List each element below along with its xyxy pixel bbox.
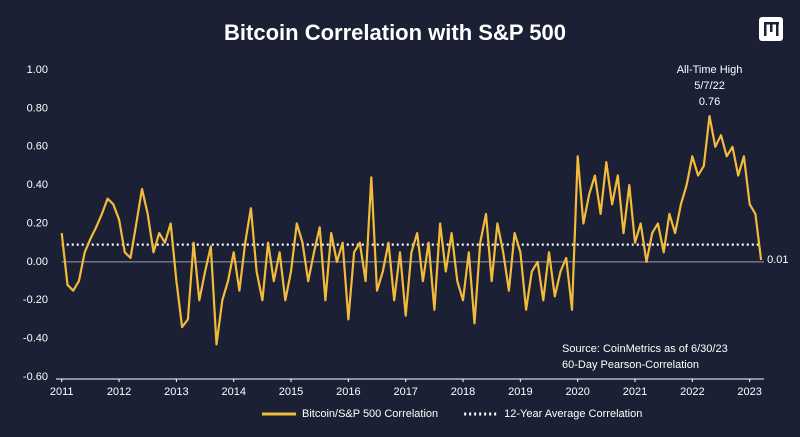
x-tick-label: 2019	[508, 386, 532, 398]
y-tick-label: 0.20	[27, 217, 48, 229]
series-line	[60, 115, 763, 346]
x-tick-label: 2022	[680, 386, 704, 398]
peak-annotation: 5/7/22	[694, 80, 725, 92]
x-tick-label: 2017	[393, 386, 417, 398]
y-tick-label: 0.00	[27, 256, 48, 268]
x-tick-label: 2023	[737, 386, 761, 398]
end-label: 0.01	[767, 254, 788, 266]
x-tick-label: 2016	[336, 386, 360, 398]
x-tick-label: 2020	[565, 386, 589, 398]
y-tick-label: 1.00	[27, 64, 48, 76]
y-tick-label: 0.80	[27, 102, 48, 114]
x-tick-label: 2012	[107, 386, 131, 398]
legend-label: Bitcoin/S&P 500 Correlation	[302, 408, 438, 420]
y-tick-label: -0.20	[23, 294, 48, 306]
chart-title: Bitcoin Correlation with S&P 500	[224, 20, 566, 45]
peak-annotation: 0.76	[699, 96, 720, 108]
y-tick-label: -0.40	[23, 333, 48, 345]
source-note: 60-Day Pearson-Correlation	[562, 359, 699, 371]
x-tick-label: 2021	[623, 386, 647, 398]
peak-annotation: All-Time High	[677, 64, 743, 76]
logo	[759, 17, 783, 41]
source-note: Source: CoinMetrics as of 6/30/23	[562, 343, 728, 355]
x-tick-label: 2015	[279, 386, 303, 398]
x-tick-label: 2014	[221, 386, 245, 398]
y-tick-label: 0.60	[27, 141, 48, 153]
y-tick-label: -0.60	[23, 371, 48, 383]
x-tick-label: 2018	[451, 386, 475, 398]
legend-label: 12-Year Average Correlation	[504, 408, 642, 420]
y-tick-label: 0.40	[27, 179, 48, 191]
x-tick-label: 2013	[164, 386, 188, 398]
x-tick-label: 2011	[50, 386, 74, 398]
